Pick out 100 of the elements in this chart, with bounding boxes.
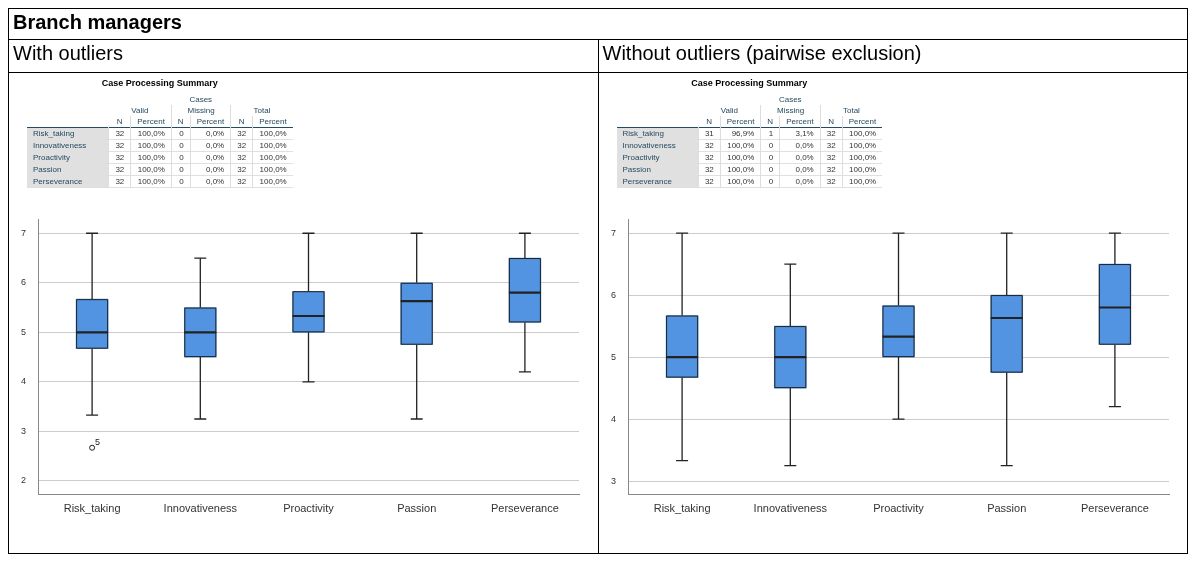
text: 32	[704, 153, 714, 162]
text: Valid	[719, 105, 739, 116]
category-label: Innovativeness	[622, 141, 676, 150]
y-tick-label: 3	[20, 425, 27, 436]
text: 96,9%	[731, 129, 755, 138]
text: 32	[237, 141, 247, 150]
y-tick-label: 3	[610, 475, 616, 486]
category-label: N	[760, 116, 780, 128]
text: 0,0%	[205, 129, 225, 138]
y-tick-label: 7	[610, 227, 616, 238]
text: 32	[826, 129, 836, 138]
x-tick-label: Perseverance	[490, 502, 559, 515]
text: 100,0%	[849, 129, 877, 138]
text: 32	[115, 165, 125, 174]
x-tick-label: Passion	[986, 502, 1026, 515]
text: 32	[115, 153, 125, 162]
text: Branch managers	[9, 9, 1187, 40]
text: Missing	[760, 105, 821, 116]
text: 32	[237, 177, 247, 186]
text: 31	[704, 129, 714, 138]
y-tick-label: 7	[20, 227, 27, 238]
text: 0,0%	[795, 141, 814, 150]
text: 0	[179, 129, 184, 138]
y-tick-label: 6	[610, 289, 616, 300]
x-tick-label: Proactivity	[872, 502, 924, 515]
text: With outliers	[12, 41, 125, 66]
x-tick-label: Risk_taking	[653, 502, 711, 515]
text: 32	[115, 129, 125, 138]
text: 100,0%	[259, 129, 287, 138]
category-label: Perseverance	[622, 177, 672, 186]
category-label: Percent	[842, 116, 883, 128]
category-label: Percent	[779, 116, 821, 128]
text: 0	[179, 153, 184, 162]
text: 32	[704, 165, 714, 174]
y-tick-label: 2	[20, 475, 27, 486]
text: 0	[768, 153, 774, 162]
annotation: 5	[95, 436, 101, 447]
text: Missing	[171, 105, 231, 116]
category-label: Risk_taking	[33, 129, 75, 138]
text: 32	[115, 177, 125, 186]
category-label: Percent	[720, 116, 761, 128]
category-label: Percent	[252, 116, 293, 128]
text: 0,0%	[795, 153, 814, 162]
text: 32	[237, 165, 247, 174]
category-label: N	[115, 116, 124, 128]
text: 100,0%	[259, 141, 287, 150]
text: 3,1%	[795, 129, 814, 138]
text: 1	[768, 129, 774, 138]
text: 0,0%	[205, 165, 225, 174]
text: 100,0%	[727, 177, 755, 186]
text: 0,0%	[795, 177, 814, 186]
category-label: N	[820, 116, 843, 128]
category-label: Innovativeness	[33, 141, 87, 150]
text: Total	[820, 105, 883, 116]
text: 100,0%	[137, 129, 165, 138]
category-label: N	[705, 116, 713, 128]
category-label: Passion	[622, 165, 651, 174]
text: 100,0%	[849, 177, 877, 186]
text: 100,0%	[259, 177, 287, 186]
text: 100,0%	[727, 141, 755, 150]
text: 0,0%	[795, 165, 814, 174]
category-label: Passion	[33, 165, 62, 174]
category-label: Percent	[190, 116, 231, 128]
category-label: N	[171, 116, 191, 128]
text: 32	[826, 177, 836, 186]
text: 100,0%	[137, 165, 165, 174]
text: 32	[704, 177, 714, 186]
y-tick-label: 5	[610, 351, 616, 362]
text: Total	[230, 105, 293, 116]
category-label: Percent	[130, 116, 172, 128]
text: 32	[826, 141, 836, 150]
text: 100,0%	[849, 141, 877, 150]
x-tick-label: Proactivity	[283, 502, 335, 515]
text: Valid	[130, 105, 150, 116]
text: Case Processing Summary	[690, 77, 809, 90]
text: 0,0%	[205, 141, 225, 150]
text: 0	[179, 165, 184, 174]
text: 100,0%	[259, 153, 287, 162]
text: 0	[179, 141, 184, 150]
text: 0	[768, 177, 774, 186]
text: 100,0%	[137, 153, 165, 162]
text: Cases	[188, 94, 214, 105]
y-tick-label: 4	[610, 413, 616, 424]
text: 0	[768, 141, 774, 150]
category-label: Perseverance	[33, 177, 83, 186]
text: 100,0%	[849, 165, 877, 174]
text: 32	[237, 153, 247, 162]
text: 0,0%	[205, 153, 225, 162]
category-label: N	[230, 116, 253, 128]
text: Case Processing Summary	[100, 77, 219, 90]
text: 100,0%	[137, 141, 165, 150]
text: 100,0%	[727, 153, 755, 162]
text: 32	[115, 141, 125, 150]
x-tick-label: Risk_taking	[63, 502, 121, 515]
x-tick-label: Innovativeness	[753, 502, 827, 515]
text: Cases	[777, 94, 803, 105]
text: 0	[768, 165, 774, 174]
text: 0,0%	[205, 177, 225, 186]
text: 0	[179, 177, 184, 186]
category-label: Proactivity	[33, 153, 70, 162]
